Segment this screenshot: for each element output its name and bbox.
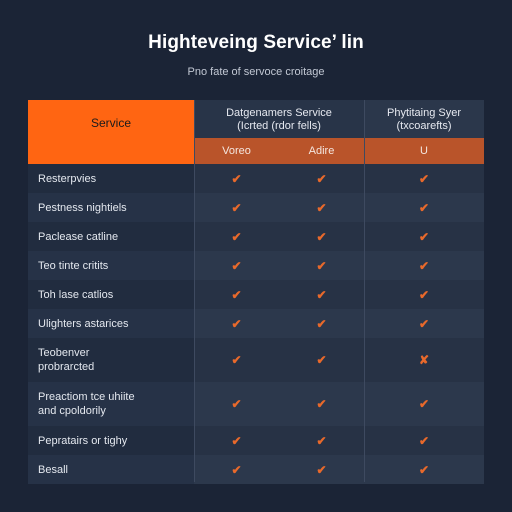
column-divider	[364, 100, 365, 482]
table-row: Preactiom tce uhiite and cpoldorily ✔ ✔ ✔	[28, 382, 484, 426]
check-icon: ✔	[194, 426, 279, 455]
table-row: Pepratairs or tighy ✔ ✔ ✔	[28, 426, 484, 455]
table-row: Toh lase catlios ✔ ✔ ✔	[28, 280, 484, 309]
row-label: Toh lase catlios	[38, 288, 114, 301]
group-a-title: Datgenamers Service	[226, 107, 332, 119]
check-icon: ✔	[194, 382, 279, 426]
check-icon: ✔	[364, 193, 484, 222]
check-icon: ✔	[194, 338, 279, 382]
table-row: Teobenver probrarcted ✔ ✔ ✘	[28, 338, 484, 382]
check-icon: ✔	[364, 222, 484, 251]
group-b-subtitle: (txcoarefts)	[396, 120, 452, 132]
check-icon: ✔	[364, 426, 484, 455]
table-row: Ulighters astarices ✔ ✔ ✔	[28, 309, 484, 338]
check-icon: ✔	[194, 193, 279, 222]
check-icon: ✔	[279, 280, 364, 309]
check-icon: ✔	[194, 455, 279, 484]
group-b-title: Phytitaing Syer	[387, 107, 461, 119]
check-icon: ✔	[279, 455, 364, 484]
check-icon: ✔	[364, 280, 484, 309]
check-icon: ✔	[279, 309, 364, 338]
check-icon: ✔	[364, 309, 484, 338]
check-icon: ✔	[279, 426, 364, 455]
row-label: Ulighters astarices	[38, 317, 129, 330]
check-icon: ✔	[279, 164, 364, 193]
row-label: Besall	[38, 463, 68, 476]
check-icon: ✔	[194, 164, 279, 193]
service-column-header: Service	[28, 100, 194, 164]
check-icon: ✔	[194, 309, 279, 338]
column-divider	[194, 100, 195, 482]
check-icon: ✔	[194, 251, 279, 280]
comparison-table: Service Datgenamers Service (Icrted (rdo…	[28, 100, 484, 484]
row-label: Pepratairs or tighy	[38, 434, 128, 447]
check-icon: ✔	[279, 251, 364, 280]
row-label: Preactiom tce uhiite and cpoldorily	[38, 391, 135, 417]
page-title: Highteveing Service’ lin	[148, 32, 364, 53]
table-row: Resterpvies ✔ ✔ ✔	[28, 164, 484, 193]
check-icon: ✔	[279, 382, 364, 426]
row-label: Teobenver probrarcted	[38, 347, 95, 373]
group-a-subtitle: (Icrted (rdor fells)	[237, 120, 321, 132]
sub-header-1: Voreo	[194, 138, 279, 164]
group-header-a: Datgenamers Service (Icrted (rdor fells)	[194, 100, 364, 138]
table-row: Paclease catline ✔ ✔ ✔	[28, 222, 484, 251]
check-icon: ✔	[279, 193, 364, 222]
row-label: Pestness nightiels	[38, 201, 127, 214]
table-body: Resterpvies ✔ ✔ ✔ Pestness nightiels ✔ ✔ ✔ Pacle…	[28, 164, 484, 484]
check-icon: ✔	[279, 338, 364, 382]
check-icon: ✔	[364, 382, 484, 426]
row-label: Paclease catline	[38, 230, 119, 243]
check-icon: ✔	[364, 455, 484, 484]
row-label: Resterpvies	[38, 172, 97, 185]
sub-header-2: Adire	[279, 138, 364, 164]
check-icon: ✘	[364, 338, 484, 382]
table-row: Besall ✔ ✔ ✔	[28, 455, 484, 484]
table-header: Service Datgenamers Service (Icrted (rdo…	[28, 100, 484, 164]
sub-header-3: U	[364, 138, 484, 164]
check-icon: ✔	[364, 251, 484, 280]
group-header-b: Phytitaing Syer (txcoarefts)	[364, 100, 484, 138]
table-row: Pestness nightiels ✔ ✔ ✔	[28, 193, 484, 222]
check-icon: ✔	[194, 280, 279, 309]
table-row: Teo tinte critits ✔ ✔ ✔	[28, 251, 484, 280]
row-label: Teo tinte critits	[38, 259, 109, 272]
check-icon: ✔	[279, 222, 364, 251]
check-icon: ✔	[194, 222, 279, 251]
page-subtitle: Pno fate of servoce croitage	[187, 66, 325, 78]
check-icon: ✔	[364, 164, 484, 193]
